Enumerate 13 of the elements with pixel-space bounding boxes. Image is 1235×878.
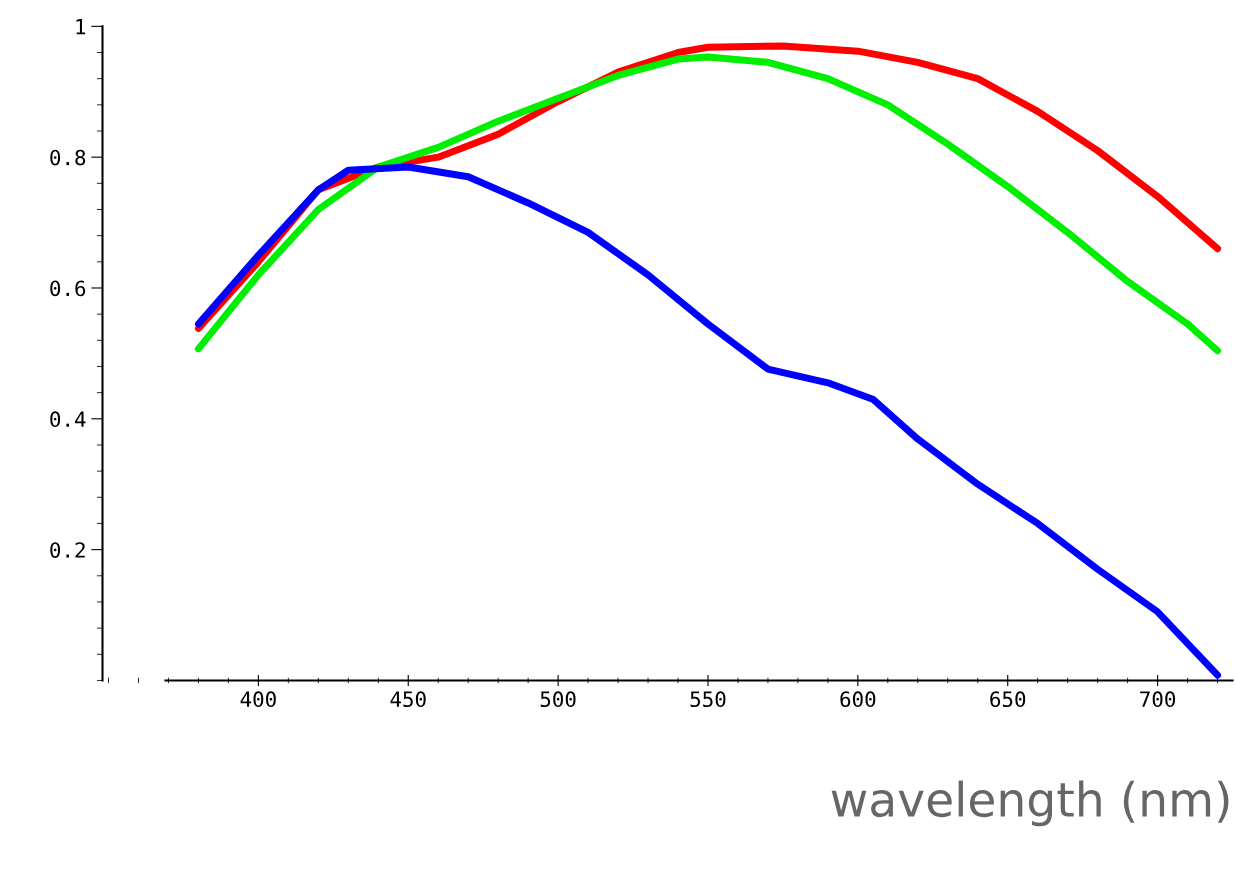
y-tick-label: 0.2 [50, 542, 85, 558]
y-tick-label: 0.4 [50, 411, 86, 428]
x-tick-label: 450 [390, 691, 426, 708]
x-tick-label: 650 [990, 691, 1026, 708]
y-tick-label: 1 [76, 19, 86, 35]
y-tick-label: 0.6 [50, 280, 86, 297]
x-tick-label: 500 [540, 691, 576, 708]
x-axis-title: wavelength (nm) [831, 780, 1229, 827]
x-tick-label: 400 [240, 691, 276, 708]
y-tick-label: 0.8 [50, 149, 86, 166]
x-tick-label: 700 [1140, 691, 1176, 708]
x-tick-label: 600 [840, 691, 876, 708]
x-tick-label: 550 [690, 691, 726, 708]
